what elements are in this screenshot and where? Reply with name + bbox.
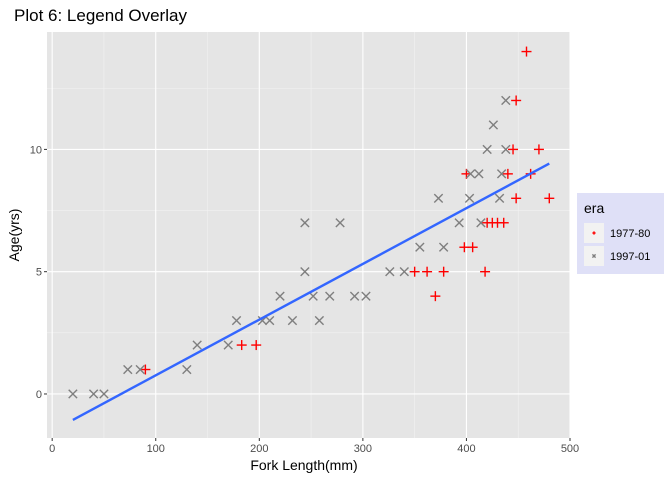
point-1977-80 bbox=[480, 266, 491, 277]
data-points bbox=[68, 46, 555, 399]
point-1997-01 bbox=[464, 193, 475, 204]
legend-title: era bbox=[584, 200, 604, 216]
point-1997-01 bbox=[314, 315, 325, 326]
point-1997-01 bbox=[361, 291, 371, 301]
point-1997-01 bbox=[399, 266, 409, 277]
point-1997-01 bbox=[501, 95, 511, 106]
point-1997-01 bbox=[264, 315, 275, 326]
point-1997-01 bbox=[223, 340, 233, 350]
x-tick-label: 500 bbox=[561, 443, 579, 455]
point-1977-80 bbox=[430, 291, 441, 302]
plot-panel bbox=[47, 32, 570, 438]
x-tick-label: 0 bbox=[49, 443, 55, 455]
point-1997-01 bbox=[231, 315, 242, 326]
point-1997-01 bbox=[385, 266, 395, 277]
point-1997-01 bbox=[349, 291, 360, 301]
point-1997-01 bbox=[415, 242, 425, 252]
point-1997-01 bbox=[135, 364, 145, 375]
chart-title: Plot 6: Legend Overlay bbox=[14, 6, 187, 25]
point-1997-01 bbox=[494, 193, 505, 204]
x-axis-title: Fork Length(mm) bbox=[250, 457, 357, 473]
point-1977-80 bbox=[498, 217, 509, 228]
point-1977-80 bbox=[140, 364, 151, 375]
point-1997-01 bbox=[488, 120, 499, 130]
minor-gridlines bbox=[47, 32, 570, 438]
point-1997-01 bbox=[300, 218, 310, 228]
point-1997-01 bbox=[99, 389, 109, 399]
point-1977-80 bbox=[467, 242, 478, 253]
x-tick-label: 100 bbox=[147, 443, 165, 455]
point-1997-01 bbox=[182, 364, 192, 375]
point-1997-01 bbox=[123, 364, 133, 375]
point-1977-80 bbox=[511, 95, 522, 106]
point-1997-01 bbox=[482, 144, 492, 155]
point-1997-01 bbox=[465, 169, 476, 179]
point-1997-01 bbox=[300, 266, 310, 277]
legend: era 1977-80 1997-01 bbox=[577, 193, 664, 274]
y-axis-title: Age(yrs) bbox=[6, 209, 22, 262]
point-1997-01 bbox=[454, 218, 464, 228]
legend-label: 1977-80 bbox=[610, 228, 650, 240]
x-tick-label: 200 bbox=[250, 443, 268, 455]
point-1997-01 bbox=[438, 242, 449, 252]
x-axis-ticks: 0 100 200 300 400 500 bbox=[49, 438, 579, 455]
y-tick-label: 5 bbox=[36, 267, 42, 279]
x-tick-label: 400 bbox=[457, 443, 475, 455]
point-1977-80 bbox=[511, 193, 522, 204]
point-1977-80 bbox=[521, 46, 532, 57]
point-1977-80 bbox=[438, 266, 449, 277]
point-1997-01 bbox=[501, 144, 511, 155]
point-1997-01 bbox=[325, 291, 335, 301]
y-tick-label: 10 bbox=[30, 144, 42, 156]
point-1997-01 bbox=[433, 193, 444, 204]
point-1997-01 bbox=[192, 340, 202, 350]
point-1997-01 bbox=[287, 315, 298, 326]
point-1977-80 bbox=[251, 340, 262, 351]
point-1997-01 bbox=[496, 169, 507, 179]
point-1997-01 bbox=[474, 169, 484, 179]
point-1977-80 bbox=[502, 168, 513, 179]
legend-key-plus-icon bbox=[592, 231, 596, 235]
y-tick-label: 0 bbox=[36, 389, 42, 401]
point-1977-80 bbox=[236, 340, 247, 351]
point-1997-01 bbox=[68, 389, 78, 399]
major-gridlines bbox=[47, 32, 571, 438]
point-1997-01 bbox=[476, 218, 486, 228]
point-1997-01 bbox=[257, 315, 268, 326]
point-1977-80 bbox=[533, 144, 544, 155]
legend-label: 1997-01 bbox=[610, 251, 650, 263]
point-1997-01 bbox=[275, 291, 285, 301]
point-1977-80 bbox=[508, 144, 519, 155]
legend-items: 1977-80 1997-01 bbox=[584, 223, 650, 266]
point-1977-80 bbox=[409, 266, 420, 277]
point-1977-80 bbox=[544, 193, 555, 204]
trend-line bbox=[72, 162, 550, 421]
point-1997-01 bbox=[335, 218, 345, 228]
y-axis-ticks: 0 5 10 bbox=[30, 144, 47, 401]
point-1997-01 bbox=[88, 389, 99, 399]
legend-key-x-icon bbox=[591, 253, 597, 259]
x-tick-label: 300 bbox=[354, 443, 372, 455]
trend-line-group bbox=[72, 162, 550, 421]
point-1977-80 bbox=[422, 266, 433, 277]
